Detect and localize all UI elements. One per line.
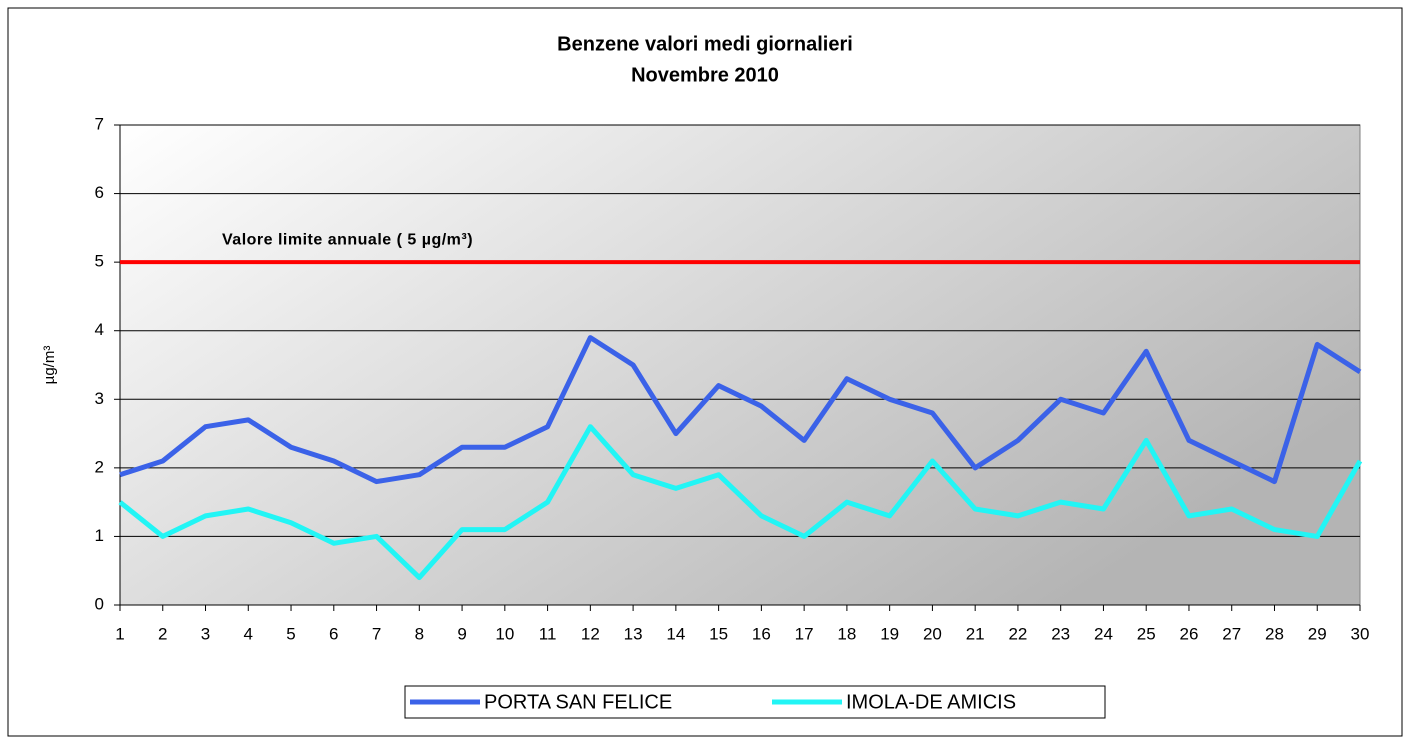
x-tick-label: 30 (1351, 624, 1370, 643)
x-tick-label: 4 (244, 624, 253, 643)
series-line (119, 335, 1362, 485)
x-tick-label: 25 (1137, 624, 1156, 643)
y-axis-label: µg/m³ (41, 346, 58, 385)
x-tick-label: 14 (666, 624, 685, 643)
x-tick-label: 21 (966, 624, 985, 643)
x-tick-label: 24 (1094, 624, 1113, 643)
y-tick-label: 1 (95, 526, 104, 545)
y-tick-label: 0 (95, 594, 104, 613)
y-tick-label: 4 (95, 320, 104, 339)
x-tick-label: 7 (372, 624, 381, 643)
x-tick-label: 5 (286, 624, 295, 643)
x-tick-label: 1 (115, 624, 124, 643)
y-tick-label: 2 (95, 457, 104, 476)
x-tick-label: 17 (795, 624, 814, 643)
x-tick-label: 12 (581, 624, 600, 643)
reference-label: Valore limite annuale ( 5 µg/m³) (222, 231, 473, 248)
x-tick-label: 3 (201, 624, 210, 643)
x-tick-label: 6 (329, 624, 338, 643)
y-tick-label: 5 (95, 252, 104, 271)
y-tick-label: 7 (95, 114, 104, 133)
x-tick-label: 19 (880, 624, 899, 643)
x-tick-label: 13 (624, 624, 643, 643)
x-tick-label: 10 (495, 624, 514, 643)
x-tick-label: 22 (1008, 624, 1027, 643)
y-tick-label: 3 (95, 389, 104, 408)
series-line (118, 424, 1363, 581)
x-tick-label: 16 (752, 624, 771, 643)
legend-label: PORTA SAN FELICE (484, 691, 672, 713)
plot-area (119, 124, 1361, 606)
x-tick-label: 28 (1265, 624, 1284, 643)
x-tick-label: 18 (837, 624, 856, 643)
x-tick-label: 26 (1180, 624, 1199, 643)
y-tick-label: 6 (95, 183, 104, 202)
x-tick-label: 8 (415, 624, 424, 643)
x-tick-label: 29 (1308, 624, 1327, 643)
x-tick-label: 11 (539, 624, 557, 643)
chart-title: Novembre 2010 (631, 64, 779, 86)
x-tick-label: 2 (158, 624, 167, 643)
legend (404, 685, 1106, 719)
x-tick-label: 23 (1051, 624, 1070, 643)
x-tick-label: 9 (457, 624, 466, 643)
chart-title: Benzene valori medi giornalieri (557, 33, 853, 55)
legend-label: IMOLA-DE AMICIS (846, 691, 1016, 713)
x-tick-label: 27 (1222, 624, 1241, 643)
x-tick-label: 20 (923, 624, 942, 643)
x-tick-label: 15 (709, 624, 728, 643)
